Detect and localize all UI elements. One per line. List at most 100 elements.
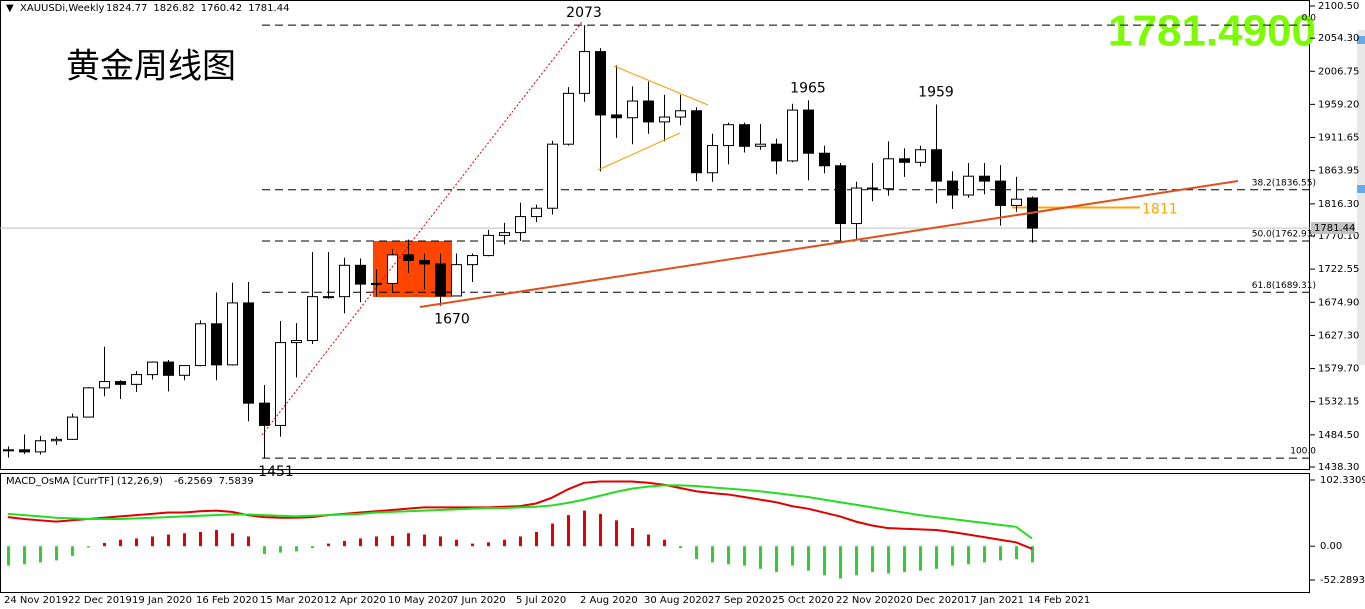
candle-body (355, 264, 366, 285)
candle-body (147, 361, 158, 376)
ohlc-value: 1781.44 (248, 3, 289, 14)
candles (3, 25, 1038, 459)
candle-body (947, 180, 958, 196)
osma-bar (231, 533, 234, 547)
osma-bar (743, 546, 746, 566)
candle-body (195, 323, 206, 367)
candle-body (819, 152, 830, 167)
candle-body (1011, 198, 1022, 206)
x-tick-label: 27 Sep 2020 (708, 595, 771, 606)
x-tick-label: 16 Feb 2020 (196, 595, 258, 606)
candle-body (259, 402, 270, 426)
candle-body (35, 440, 46, 453)
candle-body (67, 416, 78, 440)
osma-bar (471, 543, 474, 547)
osma-bar (1031, 546, 1034, 563)
candle-body (323, 296, 334, 299)
osma-bar (103, 542, 106, 547)
candle-body (451, 264, 462, 297)
candle-body (883, 158, 894, 190)
osma-bar (951, 546, 954, 566)
candle-body (115, 381, 126, 385)
triangle-lower (597, 132, 681, 171)
chart-title: 黄金周线图 (66, 47, 236, 87)
candle-body (483, 234, 494, 257)
candle-body (643, 100, 654, 123)
osma-bar (663, 539, 666, 547)
osma-bar (519, 536, 522, 547)
candle-body (627, 100, 638, 119)
macd-line (7, 480, 1033, 550)
peak-label: 1965 (790, 80, 826, 96)
scrollbar[interactable] (1357, 30, 1365, 365)
candle-body (531, 207, 542, 218)
candle-body (515, 216, 526, 234)
fib-label: 61.8(1689.31) (1252, 281, 1316, 291)
x-tick-label: 25 Oct 2020 (772, 595, 834, 606)
candle-body (723, 124, 734, 147)
osma-bar (311, 546, 314, 549)
candle-body (835, 165, 846, 225)
osma-bar (455, 539, 458, 547)
osma-bar (599, 513, 602, 547)
drawings (261, 21, 1239, 436)
candle-body (467, 255, 478, 266)
menu-arrow[interactable]: ▼ (6, 3, 14, 14)
osma-bar (919, 546, 922, 571)
candle-body (867, 187, 878, 190)
osma-bar (167, 534, 170, 547)
candle-body (611, 114, 622, 119)
x-tick-label: 20 Dec 2020 (900, 595, 964, 606)
candle-body (179, 365, 190, 376)
x-tick-label: 24 Nov 2019 (4, 595, 68, 606)
osma-bar (183, 533, 186, 547)
osma-bar (23, 546, 26, 565)
y-tick-label: 1863.95 (1318, 166, 1359, 177)
osma-bar (55, 546, 58, 561)
osma-bar (695, 546, 698, 560)
osma-bar (247, 536, 250, 547)
osma-bar (759, 546, 762, 569)
x-tick-label: 30 Aug 2020 (644, 595, 708, 606)
under-layer (0, 24, 1310, 459)
osma-bar (279, 546, 282, 553)
candle-body (979, 175, 990, 182)
candle-body (419, 259, 430, 265)
x-tick-label: 17 Jan 2021 (964, 595, 1024, 606)
osma-bar (679, 546, 682, 549)
candle-body (915, 149, 926, 163)
osma-bar (903, 546, 906, 573)
y2-tick-label: 102.3309 (1320, 475, 1365, 486)
candle-body (339, 264, 350, 298)
candle-body (307, 296, 318, 342)
x-tick-label: 19 Jan 2020 (132, 595, 192, 606)
candle-body (803, 109, 814, 154)
osma-bar (823, 546, 826, 576)
candle-body (291, 340, 302, 344)
candle-body (707, 145, 718, 174)
osma-bar (359, 538, 362, 547)
y-tick-label: 1484.50 (1318, 430, 1359, 441)
candle-body (19, 449, 30, 453)
y-tick-label: 1770.10 (1318, 231, 1359, 242)
osma-bar (263, 546, 266, 554)
current-price-box (1311, 222, 1355, 235)
osma-bar (999, 546, 1002, 561)
scroll-handle[interactable] (1357, 185, 1365, 193)
x-tick-label: 15 Mar 2020 (260, 595, 323, 606)
candle-body (547, 143, 558, 209)
osma-bar (967, 546, 970, 565)
indicator-value: 7.5839 (219, 476, 254, 487)
osma-bar (39, 546, 42, 563)
osma-bar (711, 546, 714, 563)
candle-body (403, 254, 414, 261)
candle-body (755, 143, 766, 147)
peak-label: 2073 (566, 5, 602, 21)
triangle-upper (613, 65, 709, 106)
scroll-handle[interactable] (1357, 36, 1365, 44)
x-tick-label: 14 Feb 2021 (1028, 595, 1090, 606)
y-tick-label: 1722.55 (1318, 264, 1359, 275)
osma-bar (87, 546, 90, 548)
indicator-title: MACD_OsMA [CurrTF] (12,26,9) (6, 476, 163, 487)
osma-bar (71, 546, 74, 556)
